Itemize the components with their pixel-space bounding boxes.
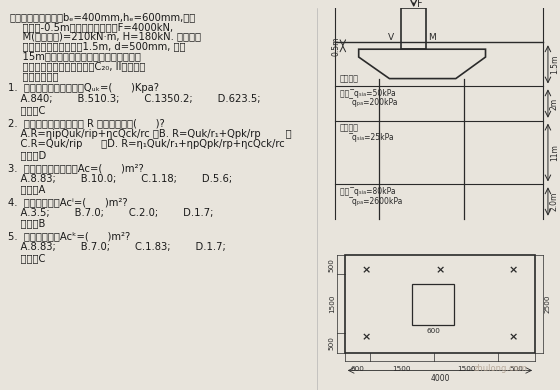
Text: 布桩见图示：: 布桩见图示：: [10, 71, 58, 81]
Text: 5.  承台外区面积Acᵏ=(      )m²?: 5. 承台外区面积Acᵏ=( )m²?: [8, 231, 130, 241]
Text: C.R=Quk/rip      ；D. R=η₁Quk/r₁+ηpQpk/rp+ηcQck/rc: C.R=Quk/rip ；D. R=η₁Quk/r₁+ηpQpk/rp+ηcQc…: [8, 139, 284, 149]
Text: ×: ×: [362, 266, 371, 275]
Text: A.840;        B.510.3;        C.1350.2;        D.623.5;: A.840; B.510.3; C.1350.2; D.623.5;: [8, 94, 260, 104]
Text: ×: ×: [362, 332, 371, 342]
Text: 答案：C: 答案：C: [8, 105, 45, 115]
Text: 4000: 4000: [430, 374, 450, 383]
Text: F: F: [417, 0, 422, 9]
Text: 3.  承台下地基土净面积Ac=(      )m²?: 3. 承台下地基土净面积Ac=( )m²?: [8, 163, 144, 173]
Text: 钻孔灌注桩。承台埋深1.5m, d=500mm, 桩长: 钻孔灌注桩。承台埋深1.5m, d=500mm, 桩长: [10, 41, 185, 51]
Text: ̅qₚₐ=2600kPa: ̅qₚₐ=2600kPa: [353, 197, 403, 206]
Text: 1500: 1500: [329, 294, 335, 313]
Text: M: M: [428, 34, 436, 43]
Text: M(长边方向)=210kN·m, H=180kN. 拟采用砼: M(长边方向)=210kN·m, H=180kN. 拟采用砼: [10, 32, 201, 42]
Text: 粘土  ̅qₛᵢₐ=50kPa: 粘土 ̅qₛᵢₐ=50kPa: [340, 89, 395, 98]
Text: ×: ×: [508, 332, 518, 342]
Text: 11m: 11m: [550, 144, 559, 161]
Text: 粘土  ̅qₛᵢₐ=80kPa: 粘土 ̅qₛᵢₐ=80kPa: [340, 187, 395, 196]
Text: 600: 600: [426, 328, 440, 334]
Text: A.8.83;        B.10.0;        C.1.18;        D.5.6;: A.8.83; B.10.0; C.1.18; D.5.6;: [8, 174, 232, 184]
Text: 500: 500: [510, 367, 524, 372]
Text: ×: ×: [435, 266, 445, 275]
Text: A.R=ηipQuk/rip+ηcQck/rc ；B. R=Quk/r₁+Qpk/rp        ；: A.R=ηipQuk/rip+ηcQck/rc ；B. R=Quk/r₁+Qpk…: [8, 129, 292, 138]
Text: 答案：D: 答案：D: [8, 150, 46, 160]
Text: 500: 500: [329, 336, 335, 350]
Text: 答案：A: 答案：A: [8, 184, 45, 194]
Text: 2.  基桩竖向承载力设计值 R 的计算公式为(      )?: 2. 基桩竖向承载力设计值 R 的计算公式为( )?: [8, 118, 165, 128]
Text: 4.  承台内区面积Acⁱ=(      )m²?: 4. 承台内区面积Acⁱ=( )m²?: [8, 197, 128, 207]
Text: 600: 600: [350, 367, 364, 372]
Text: V: V: [388, 34, 394, 43]
Text: ̅qₚₐ=200kPa: ̅qₚₐ=200kPa: [353, 98, 398, 107]
Text: ̅qₛᵢₐ=25kPa: ̅qₛᵢₐ=25kPa: [353, 133, 394, 142]
Bar: [412, 284, 454, 325]
Text: 15m，承台下地基土层分布及土的指标见: 15m，承台下地基土层分布及土的指标见: [10, 51, 141, 61]
Text: ×: ×: [508, 266, 518, 275]
Text: 一、一矩形柱，边长bₑ=400mm,hₑ=600mm,柱底: 一、一矩形柱，边长bₑ=400mm,hₑ=600mm,柱底: [10, 12, 196, 22]
Text: 500: 500: [329, 258, 335, 271]
Text: A.8.83;        B.7.0;        C.1.83;        D.1.7;: A.8.83; B.7.0; C.1.83; D.1.7;: [8, 242, 226, 252]
Text: 1.5m: 1.5m: [550, 55, 559, 74]
Text: 1500: 1500: [457, 367, 475, 372]
Text: 1500: 1500: [393, 367, 411, 372]
Text: 2.0m: 2.0m: [550, 192, 559, 211]
Text: zhulong.com: zhulong.com: [473, 364, 528, 373]
Text: 标高（-0.5m）处设计标高值：F=4000kN,: 标高（-0.5m）处设计标高值：F=4000kN,: [10, 22, 173, 32]
Text: 答案：B: 答案：B: [8, 219, 45, 229]
Text: 2m: 2m: [550, 98, 559, 110]
Text: 答案：C: 答案：C: [8, 253, 45, 263]
Bar: [345, 255, 535, 353]
Text: 0.5m: 0.5m: [332, 36, 341, 55]
Text: 1.  单桩竖向承载力标准值Qᵤₖ=(      )Kpa?: 1. 单桩竖向承载力标准值Qᵤₖ=( )Kpa?: [8, 83, 159, 94]
Text: A.3.5;        B.7.0;        C.2.0;        D.1.7;: A.3.5; B.7.0; C.2.0; D.1.7;: [8, 208, 213, 218]
Text: 可塑状态: 可塑状态: [340, 74, 359, 83]
Text: 图示。为二级桩基，承台砼C₂₀, II级钢筋，: 图示。为二级桩基，承台砼C₂₀, II级钢筋，: [10, 61, 145, 71]
Text: 粉质粘土: 粉质粘土: [340, 124, 359, 133]
Text: 2500: 2500: [545, 294, 551, 313]
Bar: [402, 8, 426, 49]
